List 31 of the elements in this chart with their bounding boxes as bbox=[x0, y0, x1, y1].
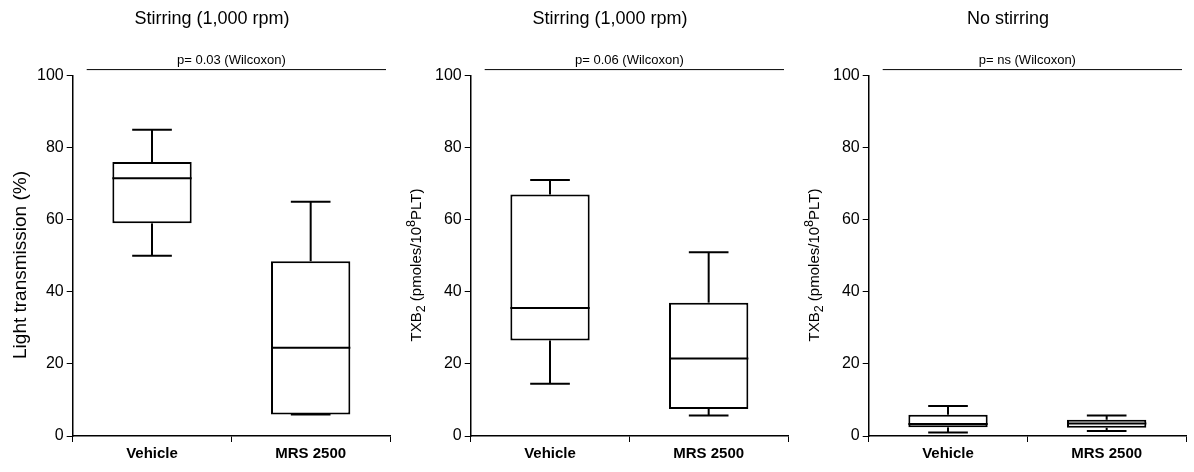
y-axis-title: Light transmission (%) bbox=[9, 171, 31, 359]
y-tick-label: 100 bbox=[36, 66, 64, 84]
x-tick-label: MRS 2500 bbox=[1071, 444, 1143, 462]
y-tick-label: 0 bbox=[54, 426, 64, 444]
y-tick-label: 100 bbox=[434, 66, 462, 84]
text: p= ns (Wilcoxon) bbox=[978, 51, 1076, 67]
x-tick-label: MRS 2500 bbox=[275, 444, 347, 462]
y-tick-label: 20 bbox=[443, 354, 462, 372]
x-tick-label: Vehicle bbox=[524, 444, 576, 462]
y-tick-label: 20 bbox=[45, 354, 64, 372]
text: p= 0.03 (Wilcoxon) bbox=[176, 51, 286, 67]
y-tick-label: 100 bbox=[832, 66, 860, 84]
y-tick-label: 0 bbox=[452, 426, 462, 444]
y-tick-label: 40 bbox=[443, 282, 462, 300]
y-tick-label: 0 bbox=[850, 426, 860, 444]
y-tick-label: 40 bbox=[841, 282, 860, 300]
y-tick-label: 80 bbox=[45, 138, 64, 156]
y-tick-label: 60 bbox=[841, 210, 860, 228]
x-tick-label: MRS 2500 bbox=[673, 444, 745, 462]
y-tick-label: 40 bbox=[45, 282, 64, 300]
text: p= 0.06 (Wilcoxon) bbox=[574, 51, 684, 67]
chart-title: No stirring bbox=[966, 7, 1050, 28]
y-tick-label: 80 bbox=[841, 138, 860, 156]
x-tick-label: Vehicle bbox=[922, 444, 974, 462]
y-tick-label: 80 bbox=[443, 138, 462, 156]
chart-title: Stirring (1,000 rpm) bbox=[532, 7, 688, 28]
chart-title: Stirring (1,000 rpm) bbox=[134, 7, 290, 28]
y-tick-label: 20 bbox=[841, 354, 860, 372]
y-tick-label: 60 bbox=[45, 210, 64, 228]
x-tick-label: Vehicle bbox=[126, 444, 178, 462]
y-tick-label: 60 bbox=[443, 210, 462, 228]
